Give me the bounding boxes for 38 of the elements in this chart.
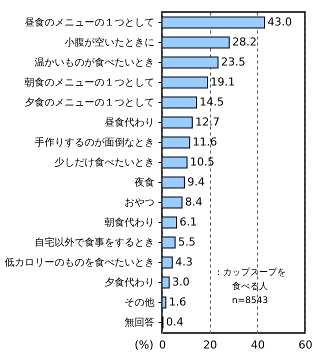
y-tick-label: 昼食のメニューの１つとして [24, 16, 154, 28]
data-label: 43.0 [267, 16, 292, 28]
x-tick-label: 0 [159, 338, 166, 352]
data-label: 5.5 [178, 236, 196, 248]
data-label: 3.0 [172, 276, 190, 288]
x-tick-label: 60 [298, 338, 312, 352]
data-label: 11.6 [192, 136, 218, 148]
data-label: 0.4 [166, 316, 184, 328]
annotation: n=8543 [232, 296, 268, 306]
x-axis-title: (%) [134, 338, 154, 352]
data-label: 14.5 [200, 96, 224, 108]
y-tick-label: 夕食代わり [104, 276, 154, 288]
y-tick-label: 小腹が空いたときに [64, 36, 154, 48]
data-label: 10.5 [190, 156, 215, 168]
y-tick-label: 朝食代わり [104, 216, 154, 228]
y-tick-label: 無回答 [124, 316, 154, 328]
data-label: 19.1 [210, 76, 236, 88]
x-tick-label: 40 [250, 338, 265, 352]
x-tick-label: 20 [203, 338, 218, 352]
data-label: 6.1 [180, 216, 198, 228]
data-label: 28.2 [232, 36, 257, 48]
y-tick-label: 朝食のメニューの１つとして [24, 76, 154, 88]
y-tick-label: 手作りするのが面倒なとき [34, 136, 154, 148]
y-tick-label: 自宅以外で食事をするとき [34, 236, 154, 248]
data-label: 8.4 [185, 196, 203, 208]
data-label: 1.6 [168, 296, 186, 308]
data-label: 4.3 [175, 256, 193, 268]
data-label: 9.4 [187, 176, 205, 188]
y-tick-label: 温かいものが食べたいとき [34, 56, 154, 68]
y-tick-label: 低カロリーのものを食べたいとき [4, 256, 154, 268]
y-tick-label: 夜食 [134, 176, 154, 188]
y-tick-label: 夕食のメニューの１つとして [24, 96, 154, 108]
y-tick-label: おやつ [124, 198, 154, 208]
y-tick-label: 少しだけ食べたいとき [54, 156, 154, 168]
data-label: 12.7 [195, 116, 220, 128]
data-label: 23.5 [221, 56, 246, 68]
y-tick-label: 昼食代わり [104, 116, 154, 128]
y-tick-label: その他 [124, 296, 154, 308]
